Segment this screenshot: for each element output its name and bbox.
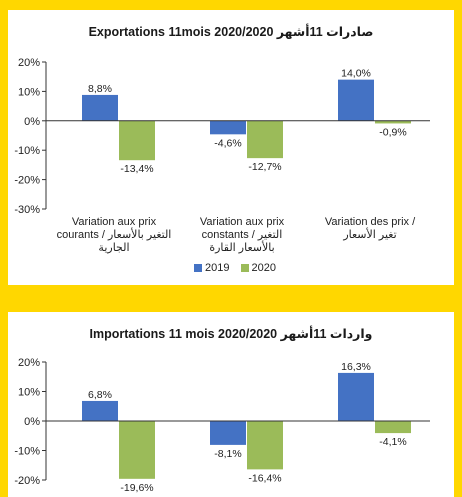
data-label: -8,1% [214, 448, 241, 460]
y-tick-label: -20% [14, 175, 40, 187]
exports-chart: 20% 10% 0% -10% -20% -30% 8,8% -4,6% 14,0% -13,4%… [14, 57, 430, 254]
data-label: -4,6% [214, 137, 241, 149]
legend-label-2020: 2020 [251, 262, 277, 274]
bar-2019-1 [210, 120, 246, 135]
exports-chart-panel: Exportations 11mois 2020/2020 صادرات 11أ… [8, 10, 454, 285]
data-label: -19,6% [120, 482, 153, 494]
bar-2020-2 [375, 120, 411, 124]
imports-chart-panel: Importations 11 mois 2020/2020 واردات 11… [8, 312, 454, 497]
imports-chart: 20% 10% 0% -10% -20% 6,8% -8,1% 16,3% -19,6% -16,… [14, 357, 430, 494]
bar-2019-2 [338, 79, 374, 121]
bar-2020-0 [119, 120, 155, 161]
exports-chart-title: Exportations 11mois 2020/2020 صادرات 11أ… [88, 25, 374, 39]
y-tick-label: -20% [14, 475, 40, 487]
category-label: تغير الأسعار [342, 227, 396, 241]
bar-2019-0 [82, 400, 118, 421]
legend-swatch-2019 [193, 264, 202, 272]
data-label: 6,8% [88, 389, 112, 401]
bar-2019-1 [210, 421, 246, 445]
data-label: -4,1% [379, 436, 406, 448]
bar-2020-0 [119, 421, 155, 479]
data-label: 8,8% [88, 83, 112, 95]
data-label: 16,3% [341, 361, 371, 373]
imports-chart-title: Importations 11 mois 2020/2020 واردات 11… [89, 327, 373, 341]
y-tick-label: 0% [24, 116, 40, 128]
y-tick-label: -30% [14, 204, 40, 216]
category-label: courants / التغير بالأسعار [57, 227, 172, 241]
category-label: الجارية [98, 242, 129, 254]
category-label: constants / التغير [202, 229, 283, 241]
legend-swatch-2020 [240, 264, 249, 272]
data-label: 14,0% [341, 68, 371, 80]
y-tick-label: -10% [14, 145, 40, 157]
y-tick-label: 0% [24, 416, 40, 428]
category-label: Variation aux prix [200, 216, 285, 228]
bar-2020-1 [247, 421, 283, 470]
category-label: Variation des prix / [325, 216, 416, 228]
bar-2019-0 [82, 94, 118, 121]
data-label: -13,4% [120, 163, 153, 175]
y-tick-label: 20% [18, 357, 40, 369]
y-tick-label: -10% [14, 446, 40, 458]
y-tick-label: 10% [18, 387, 40, 399]
bar-2019-2 [338, 372, 374, 421]
y-tick-label: 10% [18, 86, 40, 98]
data-label: -16,4% [248, 472, 281, 484]
bar-2020-2 [375, 421, 411, 434]
data-label: -12,7% [248, 161, 281, 173]
category-label: بالأسعار القارة [209, 240, 274, 254]
bar-2020-1 [247, 120, 283, 159]
legend-label-2019: 2019 [204, 262, 230, 274]
y-tick-label: 20% [18, 57, 40, 69]
category-label: Variation aux prix [72, 216, 157, 228]
data-label: -0,9% [379, 126, 406, 138]
exports-legend: 2019 2020 [8, 262, 454, 274]
